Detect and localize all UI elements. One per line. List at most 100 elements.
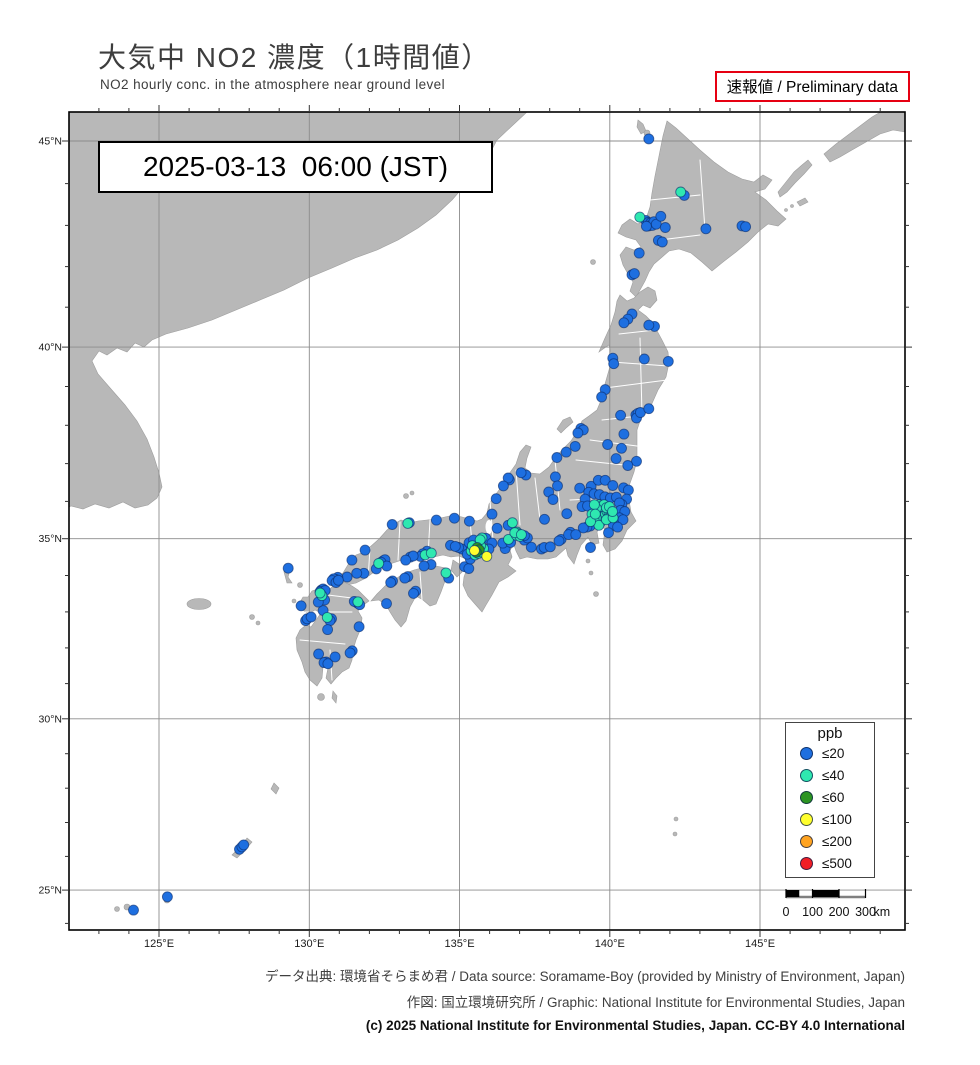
station-dot: [561, 508, 573, 520]
lon-label: 135°E: [444, 938, 474, 950]
station-dot: [352, 596, 364, 608]
station-dot: [615, 409, 627, 421]
legend-item-label: ≤500: [822, 855, 852, 871]
station-dot: [616, 442, 627, 454]
legend-color-dot: [800, 856, 813, 870]
station-dot: [589, 508, 601, 520]
station-dot: [640, 220, 652, 232]
station-dot: [353, 621, 365, 633]
legend-color-dot: [800, 768, 813, 782]
station-dot: [481, 550, 493, 562]
station-dot: [313, 648, 325, 660]
station-dot: [634, 211, 646, 223]
station-dot: [430, 514, 442, 526]
station-dot: [469, 545, 480, 556]
station-dot: [305, 611, 317, 623]
legend-color-dot: [800, 790, 813, 804]
station-dot: [351, 567, 363, 579]
graticule-labels: 45°N 40°N 35°N 30°N 25°N 125°E 130°E 135°E 140°E…: [39, 136, 776, 951]
legend-item-label: ≤40: [822, 767, 845, 783]
station-dot: [553, 535, 565, 547]
landmasses: [69, 112, 905, 912]
station-dot: [577, 522, 589, 534]
station-dot: [502, 472, 514, 484]
station-dot: [599, 474, 611, 486]
station-dot: [539, 513, 550, 525]
station-dot: [448, 512, 460, 524]
timestamp-box: 2025-03-13 06:00 (JST): [98, 141, 493, 193]
preliminary-badge: 速報値 / Preliminary data: [714, 71, 910, 102]
station-dot: [638, 353, 650, 365]
station-dot: [549, 471, 561, 483]
station-dot: [588, 499, 600, 511]
station-dot: [425, 547, 437, 559]
station-dot: [506, 517, 518, 529]
station-dot: [386, 519, 398, 530]
lat-label: 30°N: [39, 713, 62, 725]
station-dot: [602, 439, 614, 450]
station-dot: [655, 210, 667, 222]
station-dot: [161, 891, 173, 903]
station-dot: [675, 186, 687, 198]
station-dot: [490, 493, 502, 505]
station-dot: [408, 587, 419, 599]
station-dot: [321, 611, 333, 623]
legend-item: ≤100: [800, 809, 874, 829]
station-dot: [607, 480, 619, 491]
station-dot: [659, 222, 671, 233]
station-dot: [497, 480, 509, 492]
station-dot: [551, 452, 563, 463]
legend-rows: ≤20 ≤40 ≤60 ≤100 ≤200 ≤500: [786, 742, 874, 874]
station-dot: [282, 562, 294, 574]
station-dot: [628, 268, 640, 280]
station-dot: [463, 563, 475, 574]
station-dot: [656, 236, 668, 248]
lon-label: 145°E: [745, 938, 775, 950]
station-dot: [515, 467, 527, 479]
legend-item-label: ≤20: [822, 745, 845, 761]
legend-item: ≤60: [800, 787, 874, 807]
lat-label: 45°N: [39, 136, 62, 148]
station-dot: [610, 453, 622, 465]
station-dot: [700, 223, 712, 235]
station-dot: [400, 554, 412, 566]
legend-item-label: ≤200: [822, 833, 852, 849]
station-dot: [560, 446, 572, 458]
station-dot: [525, 541, 537, 553]
station-dot: [344, 647, 356, 659]
station-dot: [618, 317, 630, 329]
station-dot: [332, 574, 344, 586]
station-dot: [322, 658, 334, 670]
station-dot: [359, 544, 371, 556]
legend-color-dot: [800, 834, 813, 848]
station-dot: [631, 455, 642, 467]
scale-bar: 0 100 200 300 km: [778, 882, 918, 928]
station-dot: [608, 358, 620, 370]
legend-item: ≤20: [800, 743, 874, 763]
station-dot: [399, 572, 411, 584]
station-dot: [449, 540, 461, 552]
station-dot: [463, 515, 475, 527]
station-dot: [643, 133, 655, 145]
degree-ticks: [62, 105, 912, 937]
station-dot: [547, 494, 559, 505]
stations: [128, 133, 752, 916]
lon-label: 125°E: [144, 938, 174, 950]
station-dot: [346, 554, 358, 566]
station-dot: [622, 484, 634, 496]
lat-label: 40°N: [39, 342, 62, 354]
station-dot: [128, 904, 139, 916]
station-dot: [643, 403, 655, 415]
scalebar-label: 200: [829, 905, 850, 919]
scalebar-label: 0: [783, 905, 790, 919]
footer-graphic-line: 作図: 国立環境研究所 / Graphic: National Institut…: [406, 995, 905, 1010]
station-dot: [402, 517, 414, 529]
station-dot: [486, 508, 498, 520]
station-dot: [322, 624, 334, 636]
station-dot: [622, 460, 634, 471]
station-dot: [570, 529, 582, 541]
station-dot: [662, 355, 674, 367]
station-dot: [373, 557, 385, 569]
station-dot: [569, 440, 581, 452]
station-dot: [603, 527, 614, 539]
